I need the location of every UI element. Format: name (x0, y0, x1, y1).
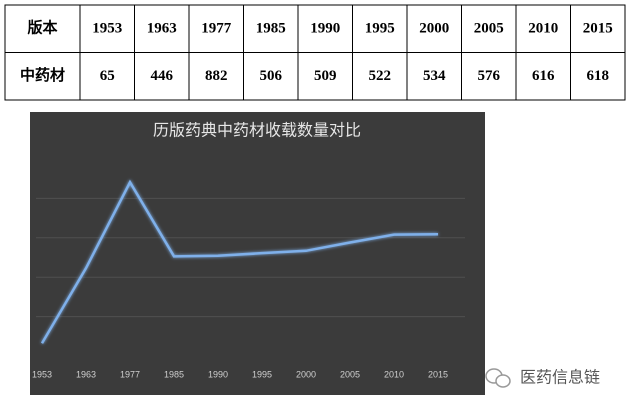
data-line (40, 179, 439, 344)
table-cell (4, 52, 81, 101)
cell-text: 1963 (147, 20, 177, 36)
x-tick-label: 1985 (164, 369, 184, 379)
cell-text: 616 (532, 68, 555, 84)
cell-text: 1977 (201, 20, 232, 36)
watermark: 医药信息链 (520, 368, 600, 387)
table-cell (352, 52, 408, 101)
table-cell (406, 52, 462, 101)
cell-text: 2015 (583, 20, 613, 36)
cell-text: 506 (260, 68, 283, 84)
x-tick-label: 2005 (340, 369, 360, 379)
table-cell (79, 4, 135, 53)
table-cell (570, 52, 626, 101)
table-cell (134, 4, 190, 53)
table-cell (243, 52, 299, 101)
chart-title: 历版药典中药材收载数量对比 (153, 121, 361, 140)
cell-text: 576 (478, 68, 501, 84)
table-cell (570, 4, 626, 53)
x-tick-label: 1953 (32, 369, 52, 379)
x-tick-label: 1995 (252, 369, 272, 379)
cell-text: 1953 (92, 20, 122, 36)
table-cell (134, 52, 190, 101)
table-cell (4, 4, 81, 53)
x-tick-label: 1990 (208, 369, 228, 379)
wechat-icon (485, 368, 511, 388)
cell-text: 534 (423, 68, 446, 84)
x-tick-label: 1963 (76, 369, 96, 379)
table-cell (297, 52, 353, 101)
cell-text: 522 (369, 68, 392, 84)
x-tick-label: 2000 (296, 369, 316, 379)
table-cell (406, 4, 462, 53)
table-cell (297, 4, 353, 53)
table: 版本 1953 1963 1977 1985 1990 1995 2000 2005 2010 20… (4, 4, 626, 101)
cell-text: 2010 (528, 20, 558, 36)
chart: 1953 1963 1977 1985 1990 1995 2000 2005 2010 2015 (32, 179, 465, 379)
cell-text: 446 (151, 68, 174, 84)
table-cell (515, 4, 571, 53)
cell-text: 1995 (365, 20, 395, 36)
cell-text: 618 (587, 68, 610, 84)
x-tick-label: 2015 (428, 369, 448, 379)
x-tick-label: 2010 (384, 369, 404, 379)
cell-text: 1990 (310, 20, 340, 36)
cell-text: 2005 (474, 20, 504, 36)
cell-text: 1985 (256, 20, 286, 36)
cell-text: 版本 (27, 18, 57, 36)
cell-text: 882 (205, 68, 228, 84)
cell-text: 65 (100, 68, 115, 84)
table-cell (461, 52, 517, 101)
table-cell (79, 52, 135, 101)
cell-text: 2000 (419, 20, 449, 36)
cell-text: 509 (314, 68, 337, 84)
table-cell (515, 52, 571, 101)
cell-text: 中药材 (20, 66, 65, 84)
x-tick-label: 1977 (120, 369, 140, 379)
